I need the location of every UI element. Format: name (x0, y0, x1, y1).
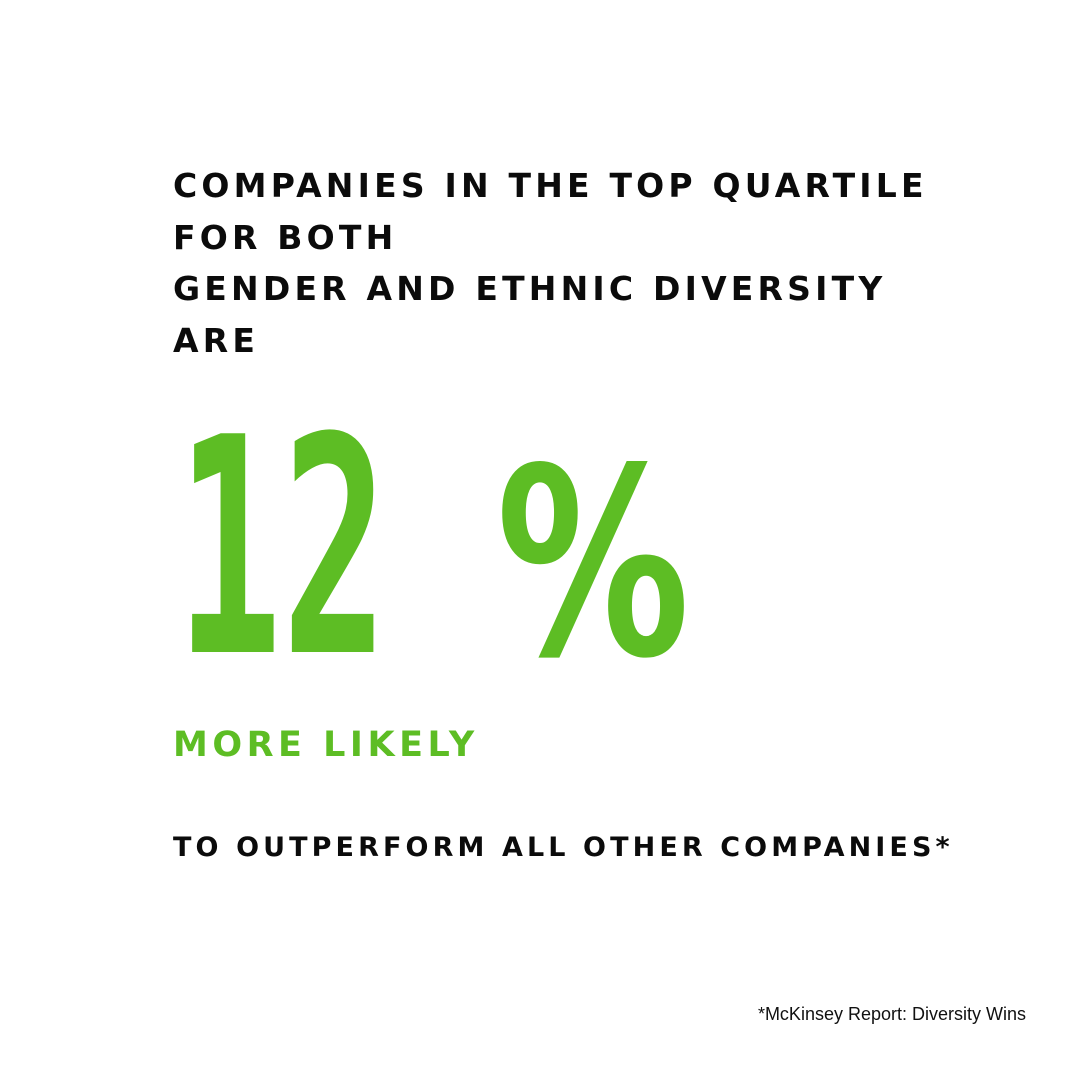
headline: COMPANIES IN THE TOP QUARTILE FOR BOTH G… (173, 160, 1033, 366)
headline-line: FOR BOTH (173, 217, 398, 257)
tagline: TO OUTPERFORM ALL OTHER COMPANIES* (173, 832, 954, 863)
stat-number: 12 (176, 374, 388, 723)
footnote: *McKinsey Report: Diversity Wins (757, 1004, 1026, 1024)
headline-line: COMPANIES IN THE TOP QUARTILE (173, 166, 928, 205)
stat-graphic: 12 % (176, 374, 690, 723)
headline-line: ARE (173, 320, 260, 360)
subhead: MORE LIKELY (173, 725, 479, 765)
stat-unit: % (496, 414, 690, 716)
stat-figure: 12 % (176, 374, 700, 723)
headline-line: GENDER AND ETHNIC DIVERSITY (173, 269, 887, 308)
